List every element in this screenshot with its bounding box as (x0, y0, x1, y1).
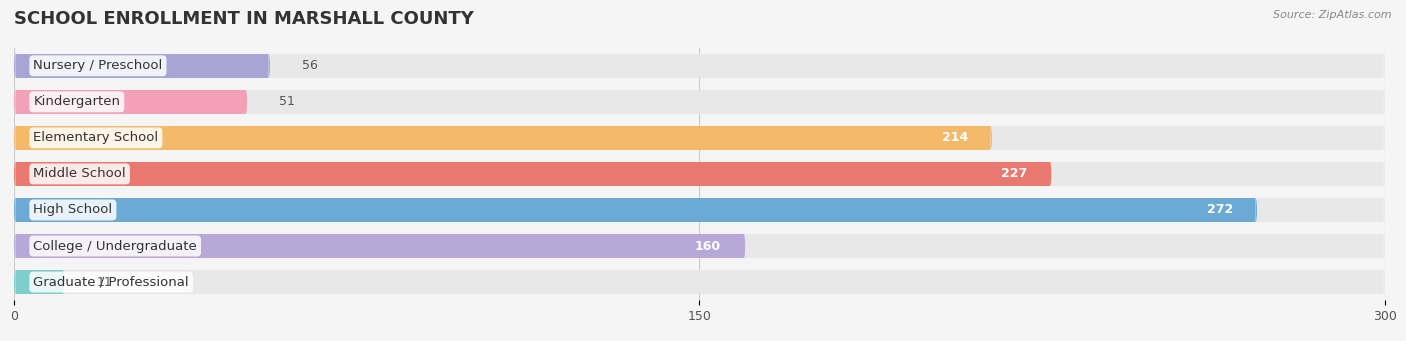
Bar (15, 54, 269, 78)
Text: Elementary School: Elementary School (34, 131, 159, 144)
Text: College / Undergraduate: College / Undergraduate (34, 239, 197, 252)
Wedge shape (14, 270, 15, 294)
Wedge shape (744, 234, 745, 258)
Bar (15, 162, 1384, 186)
Wedge shape (990, 125, 993, 150)
Text: 227: 227 (1001, 167, 1028, 180)
Bar (15, 90, 246, 114)
Bar (15, 54, 1384, 78)
Wedge shape (14, 162, 15, 186)
Text: 11: 11 (97, 276, 112, 288)
Text: Graduate / Professional: Graduate / Professional (34, 276, 188, 288)
Text: 56: 56 (302, 59, 318, 72)
Wedge shape (14, 90, 15, 114)
Text: Middle School: Middle School (34, 167, 127, 180)
Wedge shape (1050, 162, 1052, 186)
Bar (15, 198, 1384, 222)
Wedge shape (246, 90, 247, 114)
Bar (15, 270, 1384, 294)
Bar (15, 198, 1256, 222)
Wedge shape (14, 234, 15, 258)
Wedge shape (14, 54, 15, 78)
Text: SCHOOL ENROLLMENT IN MARSHALL COUNTY: SCHOOL ENROLLMENT IN MARSHALL COUNTY (14, 10, 474, 28)
Text: Nursery / Preschool: Nursery / Preschool (34, 59, 163, 72)
Wedge shape (1384, 90, 1385, 114)
Text: 51: 51 (280, 95, 295, 108)
Wedge shape (14, 162, 15, 186)
Wedge shape (1384, 270, 1385, 294)
Bar (15, 270, 63, 294)
Text: Kindergarten: Kindergarten (34, 95, 121, 108)
Wedge shape (1384, 162, 1385, 186)
Wedge shape (14, 125, 15, 150)
Wedge shape (14, 198, 15, 222)
Bar (15, 162, 1050, 186)
Wedge shape (63, 270, 65, 294)
Wedge shape (1384, 54, 1385, 78)
Wedge shape (14, 54, 15, 78)
Wedge shape (1384, 234, 1385, 258)
Wedge shape (14, 234, 15, 258)
Text: High School: High School (34, 204, 112, 217)
Wedge shape (1384, 125, 1385, 150)
Bar (15, 125, 1384, 150)
Bar (15, 125, 990, 150)
Bar (15, 90, 1384, 114)
Text: 160: 160 (695, 239, 721, 252)
Text: 272: 272 (1206, 204, 1233, 217)
Wedge shape (1256, 198, 1257, 222)
Bar (15, 234, 744, 258)
Wedge shape (269, 54, 270, 78)
Bar (15, 234, 1384, 258)
Wedge shape (1384, 198, 1385, 222)
Text: Source: ZipAtlas.com: Source: ZipAtlas.com (1274, 10, 1392, 20)
Text: 214: 214 (942, 131, 967, 144)
Wedge shape (14, 90, 15, 114)
Wedge shape (14, 270, 15, 294)
Wedge shape (14, 198, 15, 222)
Wedge shape (14, 125, 15, 150)
